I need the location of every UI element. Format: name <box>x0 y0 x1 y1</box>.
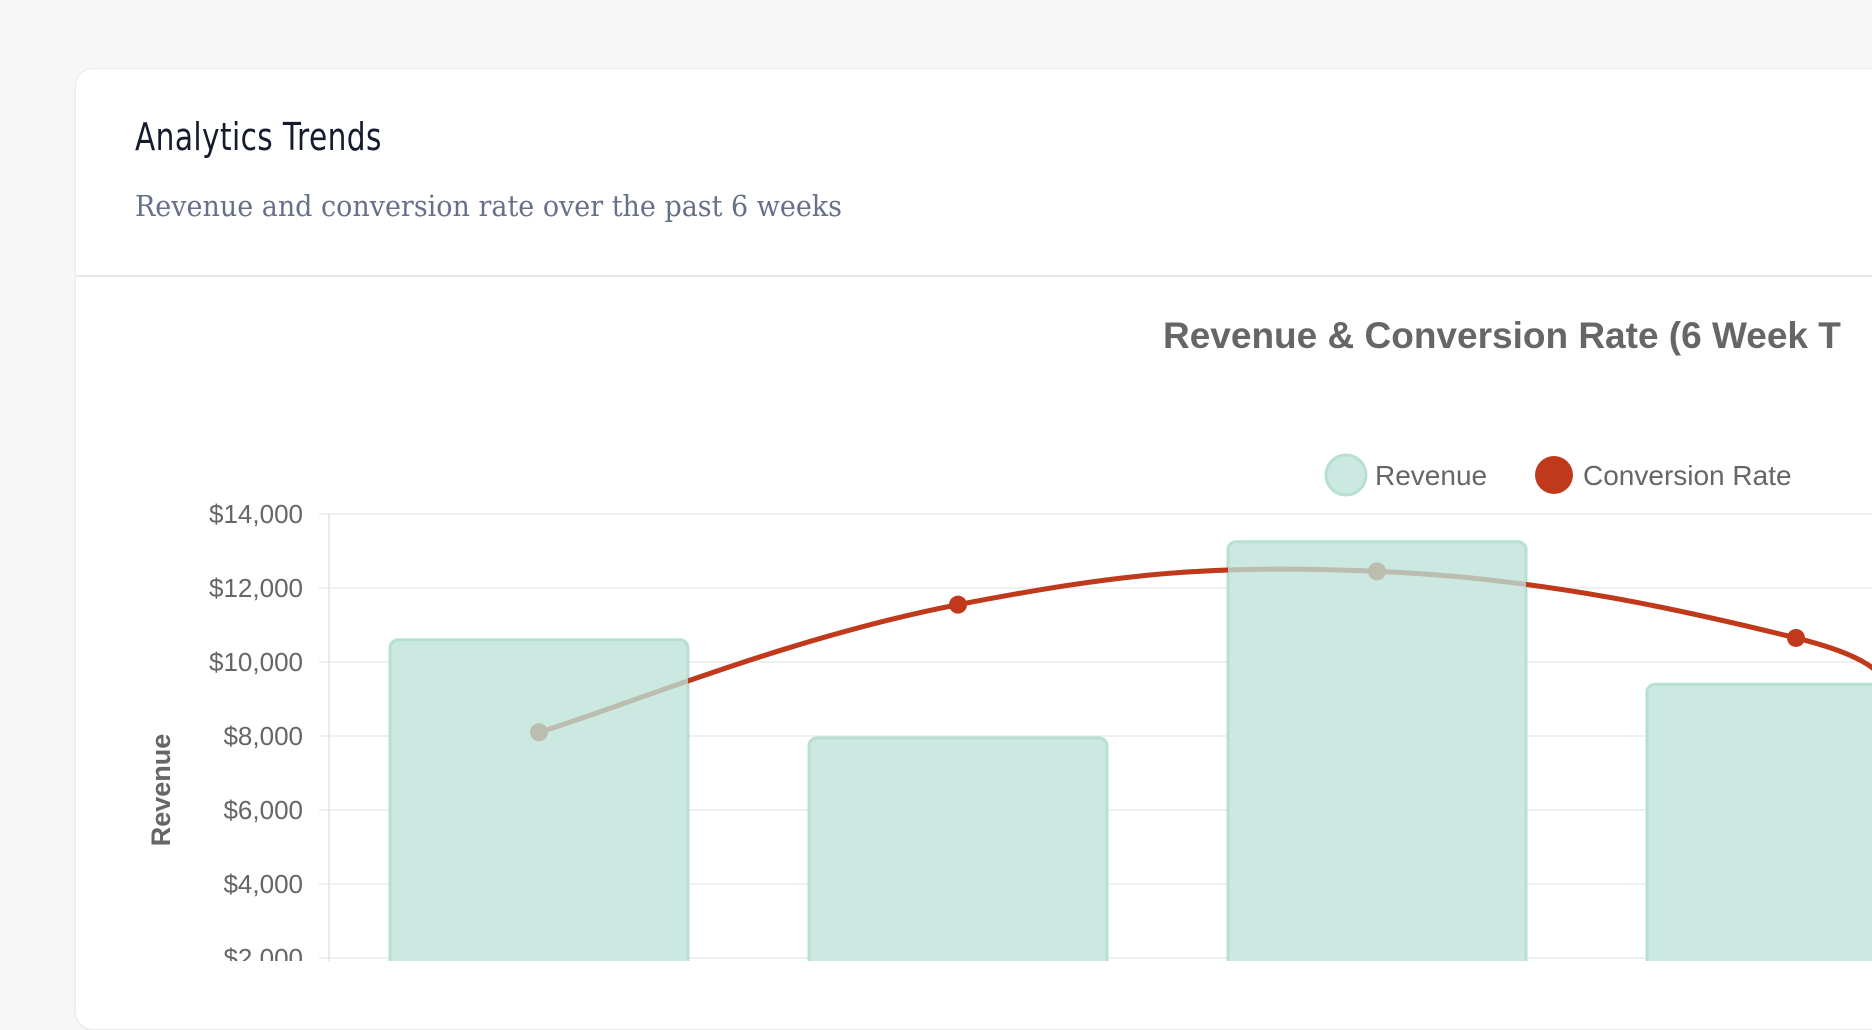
conversion-point <box>1368 562 1386 581</box>
card-subtitle: Revenue and conversion rate over the pas… <box>135 189 842 223</box>
card-header: Analytics Trends Revenue and conversion … <box>76 69 1872 277</box>
conversion-point <box>1787 628 1805 647</box>
revenue-bar <box>1226 540 1528 1029</box>
revenue-bar <box>807 736 1109 1029</box>
y-axis: $14,000 $12,000 $10,000 $8,000 $6,000 $4,000 $… <box>209 499 330 973</box>
chart-area: $14,000 $12,000 $10,000 $8,000 $6,000 $4,000 $… <box>76 69 1872 1029</box>
chart-legend: Revenue Conversion Rate <box>1324 453 1792 497</box>
y-tick-label: $2,000 <box>223 943 303 961</box>
revenue-bars <box>388 540 1872 1029</box>
legend-label-conversion: Conversion Rate <box>1583 460 1792 491</box>
y-tick-label: $4,000 <box>223 869 303 899</box>
y-tick-label: $6,000 <box>223 795 303 825</box>
revenue-bar <box>1645 682 1872 1029</box>
legend-swatch-conversion <box>1535 456 1573 494</box>
y-tick-label: $8,000 <box>223 721 303 751</box>
y-tick-label: $14,000 <box>209 499 303 529</box>
y-axis-label: Revenue <box>146 734 176 847</box>
chart-title: Revenue & Conversion Rate (6 Week T <box>1163 315 1841 356</box>
y-tick-label: $12,000 <box>209 573 303 603</box>
conversion-point <box>949 595 967 614</box>
revenue-bar <box>388 638 690 1029</box>
revenue-conversion-chart: $14,000 $12,000 $10,000 $8,000 $6,000 $4,000 $… <box>146 315 1872 1029</box>
legend-label-revenue: Revenue <box>1375 460 1487 491</box>
y-tick-label: $10,000 <box>209 647 303 677</box>
conversion-point <box>530 723 548 742</box>
analytics-card: Analytics Trends Revenue and conversion … <box>75 68 1872 1030</box>
legend-swatch-revenue <box>1324 453 1368 497</box>
conversion-line <box>530 562 1872 742</box>
card-title: Analytics Trends <box>135 115 382 159</box>
